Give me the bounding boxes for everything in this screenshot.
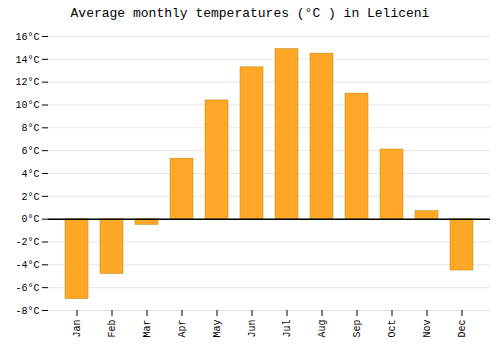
svg-text:Jul: Jul — [282, 320, 293, 338]
svg-text:Jan: Jan — [72, 320, 83, 338]
svg-text:-6°C: -6°C — [15, 283, 39, 294]
svg-text:-8°C: -8°C — [15, 306, 39, 317]
svg-text:May: May — [212, 320, 223, 338]
svg-text:8°C: 8°C — [21, 123, 39, 134]
svg-text:Aug: Aug — [317, 320, 328, 338]
svg-text:Mar: Mar — [142, 320, 153, 338]
svg-text:Dec: Dec — [457, 320, 468, 338]
svg-text:16°C: 16°C — [15, 32, 39, 43]
svg-text:Nov: Nov — [422, 320, 433, 338]
svg-text:0°C: 0°C — [21, 214, 39, 225]
html-text:Average monthly temperatures (: Average monthly temperatures (°C ) in Le… — [70, 6, 430, 21]
svg-text:4°C: 4°C — [21, 169, 39, 180]
svg-text:Sep: Sep — [352, 320, 363, 338]
svg-text:10°C: 10°C — [15, 100, 39, 111]
svg-text:Apr: Apr — [177, 320, 188, 338]
svg-text:2°C: 2°C — [21, 192, 39, 203]
svg-text:Oct: Oct — [387, 320, 398, 338]
svg-text:Jun: Jun — [247, 320, 258, 338]
svg-text:12°C: 12°C — [15, 77, 39, 88]
svg-text:-4°C: -4°C — [15, 260, 39, 271]
svg-text:-2°C: -2°C — [15, 237, 39, 248]
svg-text:14°C: 14°C — [15, 55, 39, 66]
svg-text:6°C: 6°C — [21, 146, 39, 157]
svg-text:Feb: Feb — [107, 320, 118, 338]
